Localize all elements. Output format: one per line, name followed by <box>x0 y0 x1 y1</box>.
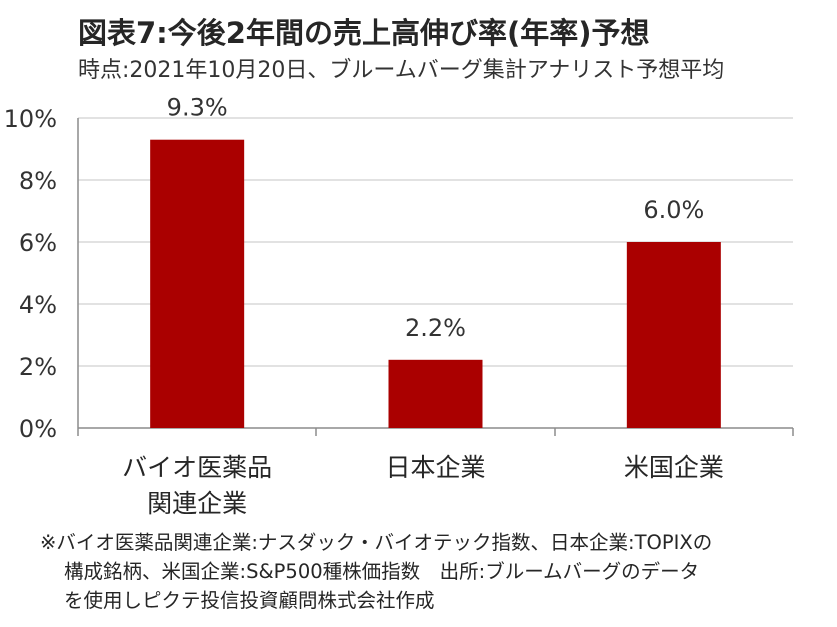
y-tick-label: 10% <box>4 105 57 133</box>
data-label: 2.2% <box>405 314 466 342</box>
x-tick-label: 日本企業 <box>385 453 485 482</box>
y-tick-label: 8% <box>19 167 57 195</box>
bar <box>388 359 483 428</box>
data-label: 9.3% <box>167 94 228 122</box>
data-label: 6.0% <box>643 196 704 224</box>
footnote-line-2: 構成銘柄、米国企業:S&P500種株価指数 出所:ブルームバーグのデータ <box>64 560 700 583</box>
y-tick-label: 2% <box>19 353 57 381</box>
footnote-line-3: を使用しピクテ投信投資顧問株式会社作成 <box>64 589 435 612</box>
footnote-line-1: ※バイオ医薬品関連企業:ナスダック・バイオテック指数、日本企業:TOPIXの <box>40 531 713 554</box>
x-tick-label: 米国企業 <box>624 453 724 482</box>
footnote: ※バイオ医薬品関連企業:ナスダック・バイオテック指数、日本企業:TOPIXの 構… <box>40 528 830 615</box>
y-tick-label: 0% <box>19 415 57 443</box>
x-tick-label: 関連企業 <box>147 489 247 518</box>
chart-subtitle: 時点:2021年10月20日、ブルームバーグ集計アナリスト予想平均 <box>78 58 725 83</box>
x-tick-label: バイオ医薬品 <box>122 453 272 482</box>
y-tick-label: 4% <box>19 291 57 319</box>
bar <box>150 139 245 428</box>
bar <box>626 242 721 428</box>
chart-title: 図表7:今後2年間の売上高伸び率(年率)予想 <box>78 16 650 50</box>
y-tick-label: 6% <box>19 229 57 257</box>
